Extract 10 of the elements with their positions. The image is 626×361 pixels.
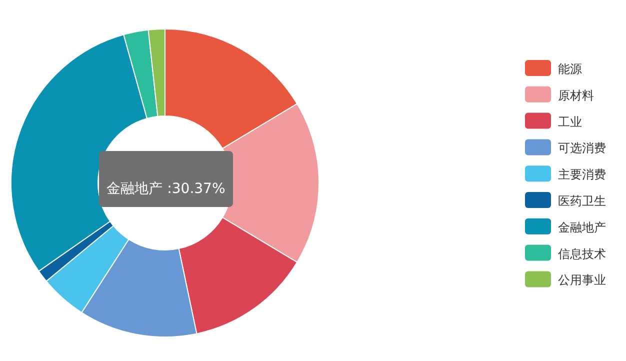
legend-label: 公用事业: [558, 273, 606, 288]
text: 金融地产 :30.37%: [106, 181, 226, 197]
legend-label: 金融地产: [558, 220, 606, 234]
legend-label: 可选消费: [558, 141, 606, 156]
legend-label: 医药卫生: [558, 194, 606, 208]
legend-label: 主要消费: [558, 168, 606, 182]
legend-label: 能源: [558, 62, 582, 76]
legend-label: 信息技术: [558, 246, 606, 261]
legend-label: 原材料: [558, 88, 594, 102]
legend-label: 工业: [558, 114, 582, 129]
